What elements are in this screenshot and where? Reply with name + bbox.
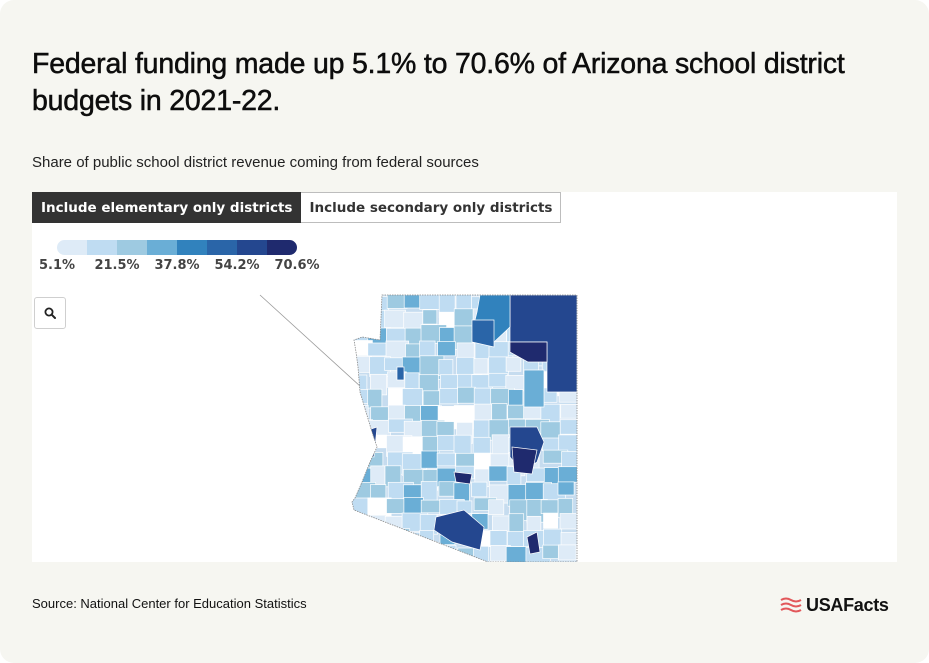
district-area[interactable] <box>560 403 578 419</box>
district-area[interactable] <box>457 386 476 404</box>
flag-icon <box>780 597 802 613</box>
district-area[interactable] <box>350 515 369 538</box>
district-area[interactable] <box>437 341 456 357</box>
legend-swatch <box>57 240 87 255</box>
district-area[interactable] <box>403 532 423 553</box>
page-title: Federal funding made up 5.1% to 70.6% of… <box>32 48 845 118</box>
district-area[interactable] <box>453 482 470 502</box>
district-area[interactable] <box>438 359 454 376</box>
district-area[interactable] <box>396 366 405 381</box>
district-area[interactable] <box>453 471 473 485</box>
district-area[interactable] <box>557 466 578 483</box>
legend-swatch <box>267 240 297 255</box>
legend-swatch <box>207 240 237 255</box>
usafacts-logo[interactable]: USAFacts <box>780 592 889 618</box>
district-area[interactable] <box>438 481 457 497</box>
district-area[interactable] <box>352 530 376 547</box>
district-area[interactable] <box>352 295 368 311</box>
legend-swatch <box>177 240 207 255</box>
district-area[interactable] <box>437 544 457 562</box>
legend-label-min: 5.1% <box>38 258 76 273</box>
district-area[interactable] <box>439 388 459 405</box>
district-area[interactable] <box>384 309 406 328</box>
legend-label-3: 37.8% <box>154 258 200 273</box>
arizona-map[interactable] <box>32 192 897 562</box>
district-area[interactable] <box>526 531 541 555</box>
tab-elementary-districts[interactable]: Include elementary only districts <box>32 192 302 223</box>
district-area[interactable] <box>384 544 401 562</box>
district-area[interactable] <box>404 544 432 562</box>
district-type-tabs: Include elementary only districts Includ… <box>32 192 562 223</box>
district-area[interactable] <box>385 528 411 550</box>
district-area[interactable] <box>557 481 575 496</box>
zoom-button[interactable] <box>34 297 66 329</box>
district-area[interactable] <box>352 545 371 562</box>
legend-label-2: 21.5% <box>94 258 140 273</box>
district-area[interactable] <box>370 434 387 449</box>
legend-color-scale <box>57 240 297 255</box>
district-area[interactable] <box>488 499 505 516</box>
brand-name: USAFacts <box>806 594 889 615</box>
legend-label-max: 70.6% <box>274 258 320 273</box>
district-area[interactable] <box>488 356 509 376</box>
district-area[interactable] <box>543 512 559 529</box>
district-area[interactable] <box>436 452 456 467</box>
district-area[interactable] <box>403 295 421 309</box>
district-area[interactable] <box>509 341 548 363</box>
district-area[interactable] <box>422 309 438 325</box>
district-area[interactable] <box>420 544 439 562</box>
district-area[interactable] <box>437 434 457 452</box>
district-area[interactable] <box>474 452 492 472</box>
district-area[interactable] <box>368 529 385 551</box>
chart-subtitle: Share of public school district revenue … <box>32 154 479 171</box>
color-legend: 5.1% 21.5% 37.8% 54.2% 70.6% <box>32 238 352 278</box>
district-area[interactable] <box>352 356 372 373</box>
district-area[interactable] <box>471 481 488 498</box>
district-shapes <box>350 295 580 562</box>
legend-swatch <box>87 240 117 255</box>
district-area[interactable] <box>557 544 577 561</box>
search-icon <box>44 307 56 319</box>
district-area[interactable] <box>367 546 387 562</box>
district-area[interactable] <box>420 450 439 469</box>
district-area[interactable] <box>489 530 508 547</box>
district-area[interactable] <box>559 513 580 530</box>
district-area[interactable] <box>488 372 508 388</box>
legend-swatch <box>117 240 147 255</box>
district-area[interactable] <box>559 419 579 435</box>
map-panel: Include elementary only districts Includ… <box>32 192 897 562</box>
district-area[interactable] <box>511 446 538 475</box>
district-area[interactable] <box>384 515 405 534</box>
legend-swatch <box>147 240 177 255</box>
district-area[interactable] <box>433 509 485 551</box>
district-area[interactable] <box>471 319 495 348</box>
district-area[interactable] <box>523 369 545 408</box>
district-area[interactable] <box>422 390 441 406</box>
district-area[interactable] <box>352 310 374 325</box>
district-area[interactable] <box>403 484 424 500</box>
source-note: Source: National Center for Education St… <box>32 596 307 611</box>
district-area[interactable] <box>505 356 522 372</box>
district-area[interactable] <box>540 499 559 514</box>
tab-secondary-districts[interactable]: Include secondary only districts <box>301 192 562 223</box>
district-area[interactable] <box>352 453 368 474</box>
district-area[interactable] <box>350 404 369 424</box>
legend-label-4: 54.2% <box>214 258 260 273</box>
legend-swatch <box>237 240 267 255</box>
district-area[interactable] <box>419 530 435 544</box>
state-border <box>351 294 578 562</box>
district-area[interactable] <box>543 528 563 547</box>
district-area[interactable] <box>473 358 489 375</box>
district-area[interactable] <box>367 388 383 409</box>
district-area[interactable] <box>352 437 375 462</box>
